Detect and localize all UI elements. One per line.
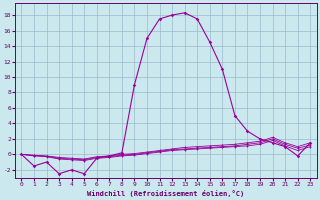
X-axis label: Windchill (Refroidissement éolien,°C): Windchill (Refroidissement éolien,°C) bbox=[87, 190, 244, 197]
